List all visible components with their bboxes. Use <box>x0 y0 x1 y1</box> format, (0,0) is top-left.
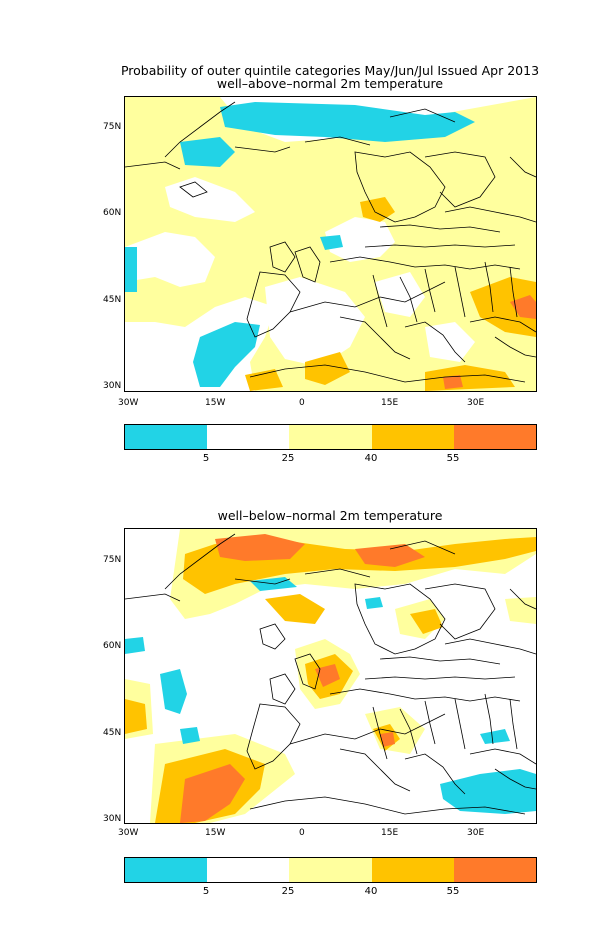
lat-label: 60N <box>103 208 122 218</box>
colorbar-swatch <box>125 425 208 449</box>
coastlines <box>125 101 536 383</box>
cyan-area <box>480 729 510 744</box>
panel-1-subtitle: well–above–normal 2m temperature <box>216 76 444 91</box>
lat-label: 45N <box>103 295 122 305</box>
lon-label: 15E <box>381 398 399 408</box>
red-area <box>355 544 425 567</box>
red-area <box>443 375 463 389</box>
yellow-field <box>365 707 425 754</box>
colorbar-label: 25 <box>281 453 295 464</box>
colorbar-swatch <box>289 858 372 882</box>
white-gap <box>125 232 215 287</box>
coastlines <box>125 533 536 815</box>
map-canvas <box>125 529 536 823</box>
red-area <box>380 732 395 747</box>
colorbar-legend <box>124 424 537 450</box>
orange-area <box>305 352 350 385</box>
white-gap <box>265 277 365 367</box>
red-area <box>315 664 340 687</box>
colorbar-label: 25 <box>281 886 295 897</box>
lat-label: 30N <box>103 814 122 824</box>
red-area <box>510 295 536 319</box>
probability-shading <box>125 97 536 391</box>
lon-label: 15W <box>205 828 226 838</box>
map-panel-above-normal <box>124 96 537 392</box>
colorbar-swatch <box>371 858 454 882</box>
colorbar-label: 40 <box>364 886 378 897</box>
colorbar-label: 55 <box>446 453 460 464</box>
lon-label: 15E <box>381 828 399 838</box>
cyan-area <box>160 669 187 714</box>
white-gap <box>165 177 255 222</box>
probability-shading <box>125 529 536 823</box>
figure-title: Probability of outer quintile categories… <box>120 63 540 78</box>
cyan-area <box>180 727 200 744</box>
colorbar-swatch <box>453 425 537 449</box>
colorbar-label: 5 <box>202 886 210 897</box>
colorbar-swatch <box>207 425 290 449</box>
white-gap <box>425 322 475 362</box>
red-area <box>215 534 305 561</box>
colorbar-label: 55 <box>446 886 460 897</box>
map-canvas <box>125 97 536 391</box>
panel-2-subtitle: well–below–normal 2m temperature <box>217 508 443 523</box>
cyan-area <box>125 637 145 654</box>
lon-label: 30W <box>118 398 139 408</box>
lat-label: 75N <box>103 555 122 565</box>
lon-label: 30W <box>118 828 139 838</box>
colorbar-swatch <box>207 858 290 882</box>
lat-label: 45N <box>103 728 122 738</box>
lat-label: 75N <box>103 122 122 132</box>
cyan-area <box>365 597 383 609</box>
orange-area <box>410 609 443 634</box>
cyan-area <box>125 247 137 292</box>
lat-label: 30N <box>103 381 122 391</box>
cyan-area <box>220 102 475 142</box>
colorbar-swatch <box>125 858 208 882</box>
colorbar-legend <box>124 857 537 883</box>
lon-label: 0 <box>299 828 305 838</box>
orange-area <box>360 197 395 222</box>
orange-area <box>125 699 147 734</box>
colorbar-swatch <box>289 425 372 449</box>
orange-area <box>265 594 325 624</box>
yellow-field <box>505 597 536 624</box>
map-panel-below-normal <box>124 528 537 824</box>
colorbar-label: 5 <box>202 453 210 464</box>
lat-label: 60N <box>103 641 122 651</box>
red-area <box>180 764 245 823</box>
colorbar-swatch <box>453 858 537 882</box>
cyan-area <box>193 322 260 387</box>
cyan-area <box>320 235 343 250</box>
lon-label: 30E <box>467 398 485 408</box>
white-gap <box>325 217 395 262</box>
orange-area <box>245 369 283 391</box>
colorbar-label: 40 <box>364 453 378 464</box>
lon-label: 30E <box>467 828 485 838</box>
lon-label: 0 <box>299 398 305 408</box>
colorbar-swatch <box>371 425 454 449</box>
lon-label: 15W <box>205 398 226 408</box>
cyan-area <box>180 137 235 167</box>
